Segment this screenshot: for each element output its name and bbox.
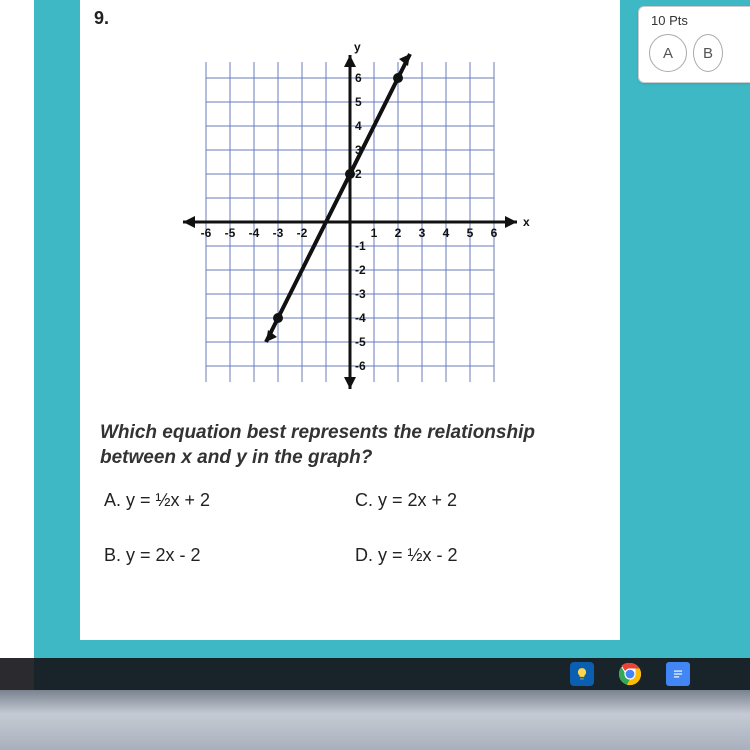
svg-text:x: x [523,215,530,229]
choice-a[interactable]: A. y = ½x + 2 [104,490,345,511]
left-white-strip [0,0,34,690]
answer-panel: 10 Pts A B [638,6,750,83]
coordinate-graph: -6 -5 -4 -3 -2 1 2 3 4 5 6 6 5 4 [165,37,535,407]
points-label: 10 Pts [649,13,744,28]
svg-text:-6: -6 [201,226,212,240]
svg-text:y: y [354,40,361,54]
svg-text:-6: -6 [355,359,366,373]
svg-text:-5: -5 [225,226,236,240]
answer-button-b[interactable]: B [693,34,723,72]
quiz-screen: 9. [0,0,750,690]
chrome-icon[interactable] [618,662,642,686]
choice-d[interactable]: D. y = ½x - 2 [355,545,596,566]
hint-icon[interactable] [570,662,594,686]
answer-buttons-row: A B [649,34,744,72]
svg-text:2: 2 [395,226,402,240]
choice-b[interactable]: B. y = 2x - 2 [104,545,345,566]
svg-text:-5: -5 [355,335,366,349]
question-card: 9. [80,0,620,640]
svg-text:-3: -3 [355,287,366,301]
svg-text:-2: -2 [297,226,308,240]
choice-c[interactable]: C. y = 2x + 2 [355,490,596,511]
question-number: 9. [94,8,606,29]
choices-grid: A. y = ½x + 2 C. y = 2x + 2 B. y = 2x - … [94,486,606,570]
taskbar [0,658,750,690]
docs-icon[interactable] [666,662,690,686]
svg-text:2: 2 [355,167,362,181]
laptop-bezel [0,690,750,750]
svg-text:3: 3 [419,226,426,240]
question-prompt: Which equation best represents the relat… [94,417,606,486]
svg-text:4: 4 [355,119,362,133]
svg-text:5: 5 [355,95,362,109]
svg-text:-2: -2 [355,263,366,277]
svg-text:-3: -3 [273,226,284,240]
svg-text:-4: -4 [355,311,366,325]
svg-text:6: 6 [355,71,362,85]
svg-text:-1: -1 [355,239,366,253]
answer-button-a[interactable]: A [649,34,687,72]
svg-text:5: 5 [467,226,474,240]
svg-text:-4: -4 [249,226,260,240]
svg-text:6: 6 [491,226,498,240]
svg-text:4: 4 [443,226,450,240]
svg-text:1: 1 [371,226,378,240]
